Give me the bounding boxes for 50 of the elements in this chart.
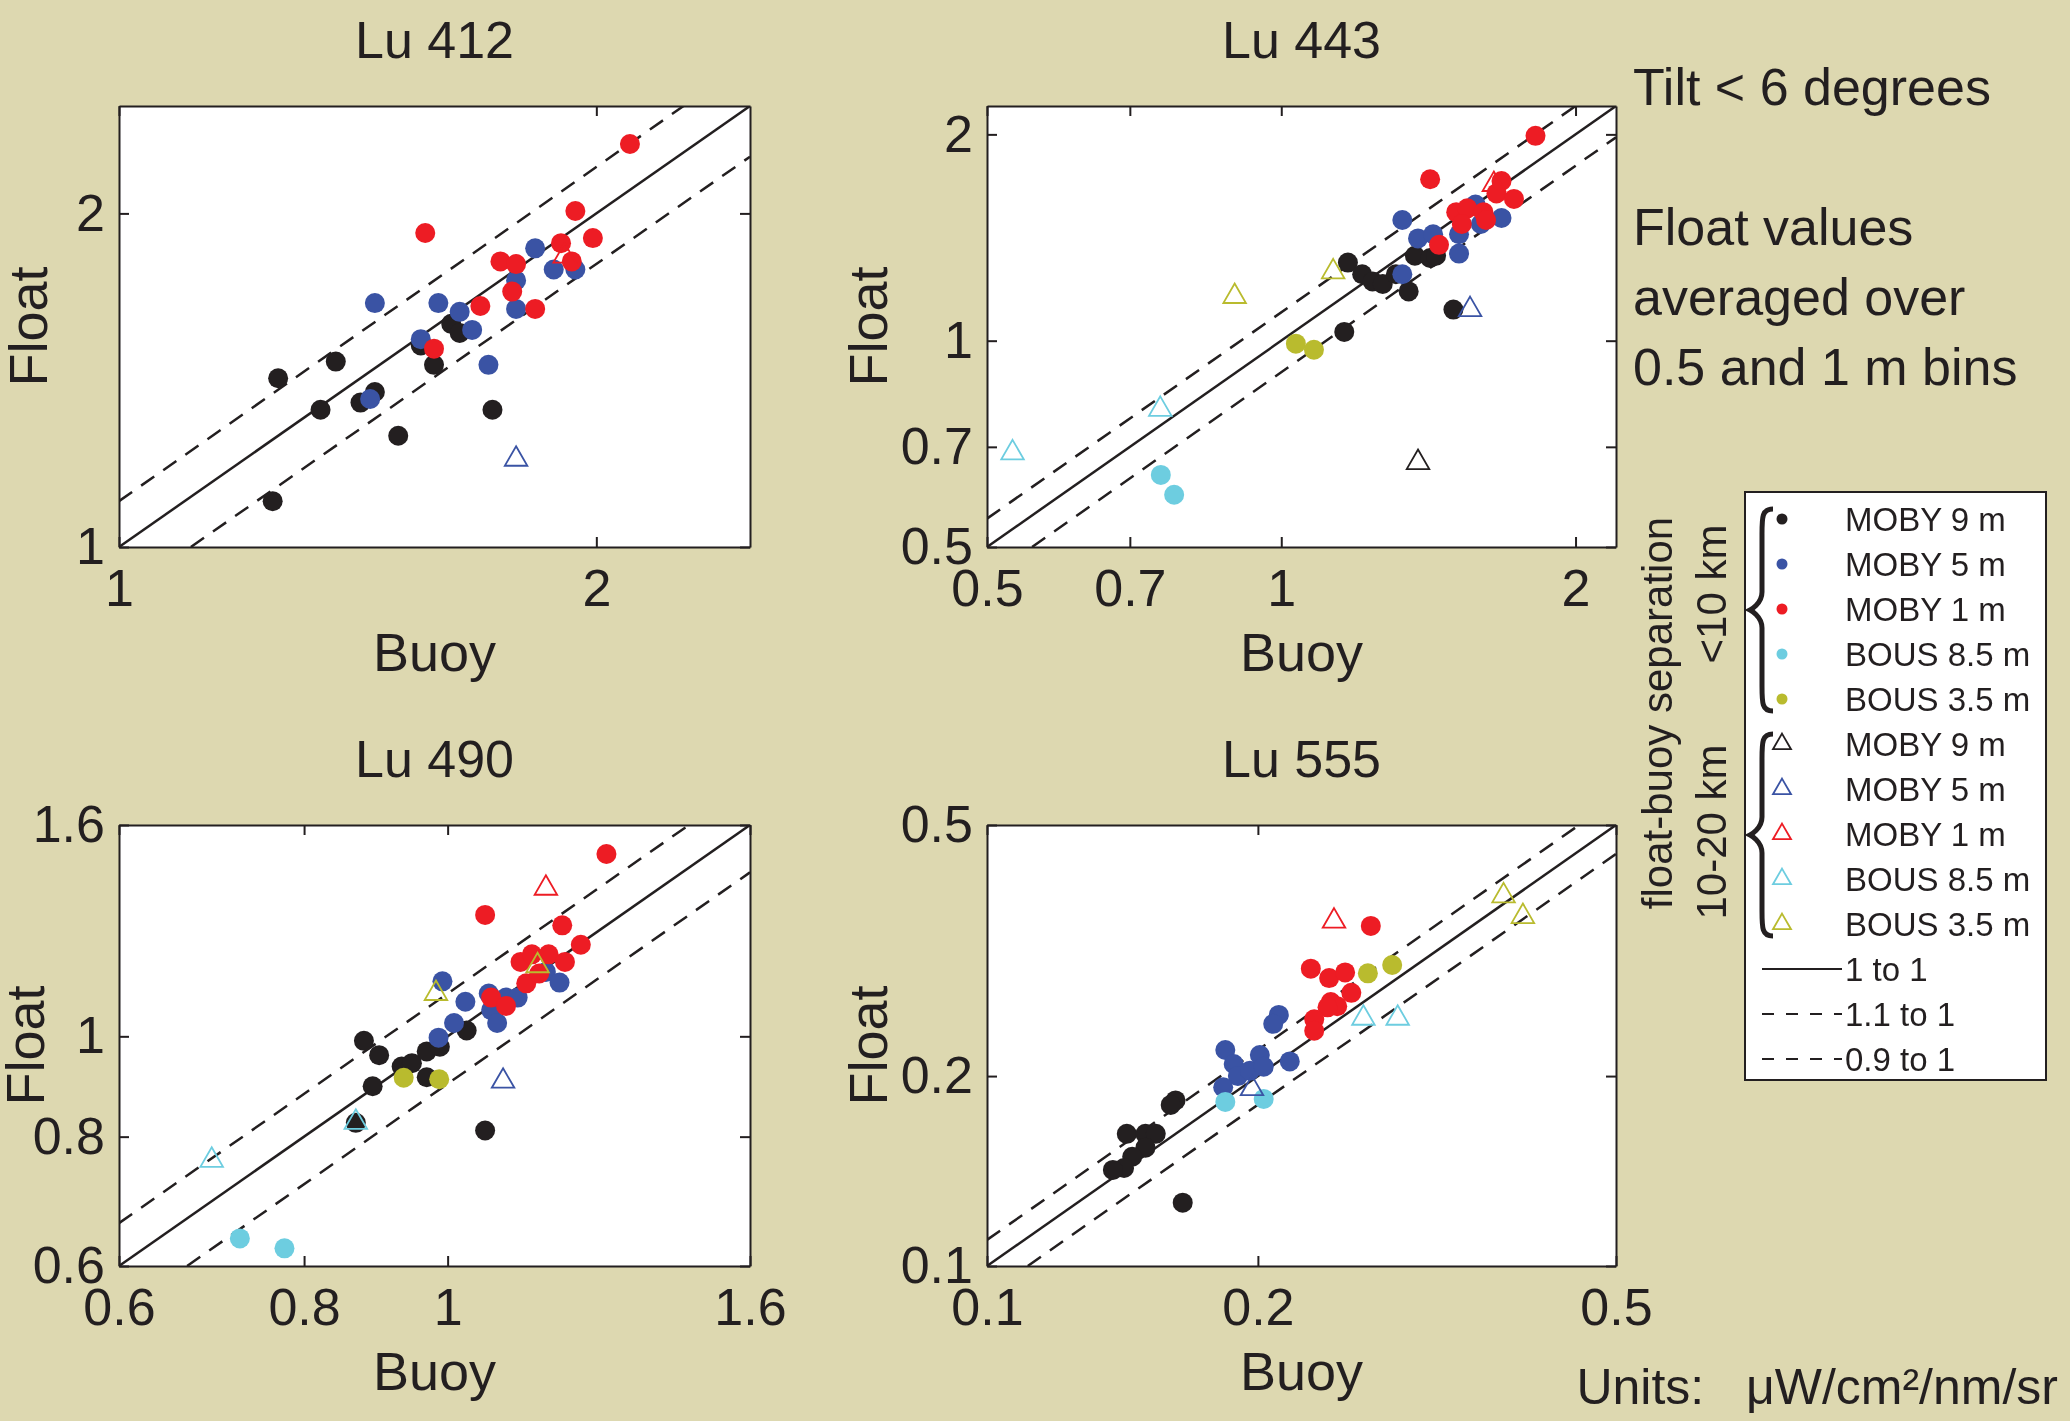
y-axis-title: Float (837, 266, 898, 387)
x-tick-label: 1 (433, 1277, 463, 1336)
chart-title: Lu 555 (1221, 730, 1382, 788)
x-axis-title: Buoy (372, 622, 497, 682)
text: Units: μW/cm²/nm/sr (1576, 1359, 2058, 1415)
legend-label: BOUS 3.5 m (1845, 681, 2031, 718)
chart-title: Lu 412 (354, 11, 515, 69)
text: Tilt < 6 degrees (1633, 58, 1991, 116)
x-tick-label: 1 (1267, 558, 1297, 617)
text: Float values averaged over 0.5 and 1 m bins (1633, 198, 2018, 396)
x-tick-label: 2 (582, 558, 612, 617)
y-tick-label: 0.7 (900, 416, 973, 475)
legend-label: 0.9 to 1 (1845, 1041, 1956, 1078)
legend-label: 1.1 to 1 (1845, 996, 1956, 1033)
legend-label: MOBY 5 m (1845, 546, 2006, 583)
text: <10 km (1688, 524, 1735, 664)
legend-label: MOBY 1 m (1845, 591, 2006, 628)
y-axis-title: Float (0, 266, 58, 387)
y-tick-label: 1 (76, 1006, 105, 1065)
x-axis-title: Buoy (1239, 622, 1364, 682)
x-tick-label: 1.6 (714, 1277, 787, 1336)
x-tick-label: 0.7 (1094, 558, 1167, 617)
legend-label: MOBY 1 m (1845, 816, 2006, 853)
x-tick-label: 2 (1561, 558, 1591, 617)
y-tick-label: 1 (76, 517, 105, 576)
y-tick-label: 0.2 (900, 1046, 973, 1105)
y-tick-label: 2 (76, 183, 105, 242)
x-tick-label: 0.5 (1580, 1277, 1653, 1336)
legend-label: BOUS 3.5 m (1845, 906, 2031, 943)
chart-title: Lu 490 (354, 730, 515, 788)
chart-title: Lu 443 (1221, 11, 1382, 69)
legend-label: 1 to 1 (1845, 951, 1928, 988)
legend-label: BOUS 8.5 m (1845, 861, 2031, 898)
legend-label: BOUS 8.5 m (1845, 636, 2031, 673)
y-axis-title: Float (837, 985, 898, 1106)
x-tick-label: 0.8 (268, 1277, 341, 1336)
text: 10-20 km (1688, 744, 1735, 920)
legend-label: MOBY 9 m (1845, 501, 2006, 538)
x-axis-title: Buoy (372, 1341, 497, 1401)
y-tick-label: 0.8 (32, 1106, 105, 1165)
y-axis-title: Float (0, 985, 55, 1106)
x-tick-label: 0.2 (1222, 1277, 1295, 1336)
y-tick-label: 1.6 (32, 795, 105, 854)
y-tick-label: 0.5 (900, 795, 973, 854)
legend-label: MOBY 5 m (1845, 771, 2006, 808)
y-tick-label: 2 (944, 104, 973, 163)
text: float-buoy separation (1634, 516, 1681, 910)
x-axis-title: Buoy (1239, 1341, 1364, 1401)
legend-label: MOBY 9 m (1845, 726, 2006, 763)
y-tick-label: 1 (944, 310, 973, 369)
